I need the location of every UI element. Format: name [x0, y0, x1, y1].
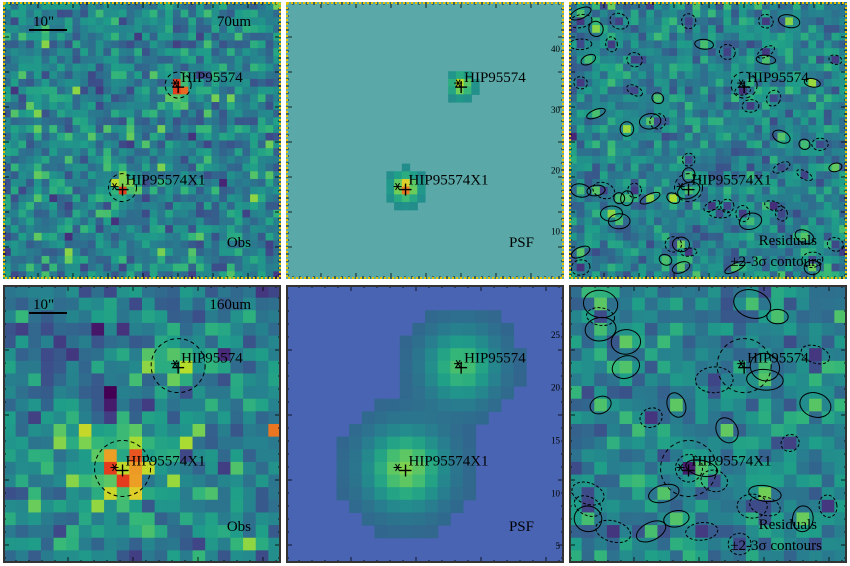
panel-frame	[286, 285, 564, 563]
source-marker	[454, 359, 468, 374]
source-marker	[171, 359, 185, 374]
y-tick-label: 10	[551, 488, 561, 498]
corner-label-contours: ±2-3σ contours	[730, 538, 822, 554]
source-label: HIP95574X1	[692, 173, 772, 189]
source-marker	[676, 463, 695, 477]
aperture-circle	[716, 338, 772, 394]
source-marker	[737, 79, 751, 94]
source-label: HIP95574X1	[126, 453, 206, 469]
source-label: HIP95574X1	[409, 453, 489, 469]
corner-label: Obs	[227, 519, 251, 535]
corner-label: PSF	[509, 519, 534, 535]
y-tick-label: 30	[551, 105, 561, 115]
aperture-circle	[674, 173, 704, 203]
residual-contours	[569, 6, 844, 276]
panel-frame	[3, 2, 281, 279]
pixel-grid	[3, 2, 281, 279]
source-label: HIP95574	[464, 351, 526, 367]
source-marker	[393, 182, 412, 196]
y-tick-label: 20	[551, 383, 561, 393]
corner-label: Obs	[227, 235, 251, 251]
source-marker	[454, 79, 468, 94]
panel-image: HIP95574 HIP95574X1 Obs 10" 70um	[3, 2, 281, 279]
y-tick-label: 40	[551, 44, 561, 54]
panel-frame	[286, 2, 564, 279]
panel-image: HIP95574 HIP95574X1 Obs 10" 160um	[3, 285, 281, 563]
scalebar-label: 10"	[33, 14, 54, 30]
aperture-circle	[108, 173, 138, 203]
y-tick-label: 5	[556, 541, 561, 551]
source-marker	[393, 463, 412, 477]
aperture-circle	[150, 338, 206, 394]
corner-label: Residuals	[759, 517, 817, 533]
source-marker	[737, 359, 751, 374]
source-label: HIP95574	[181, 70, 243, 86]
panel-frame	[3, 285, 281, 563]
scalebar-label: 10"	[33, 297, 54, 313]
source-label: HIP95574X1	[409, 173, 489, 189]
aperture-circle	[730, 71, 758, 99]
pixel-grid	[286, 2, 564, 279]
panel-frame	[569, 2, 847, 279]
source-label: HIP95574X1	[126, 173, 206, 189]
panel-residuals-160um: HIP95574 HIP95574X1 Residuals ±2-3σ contour…	[569, 285, 847, 563]
panel-residuals-70um: HIP95574 HIP95574X1 Residuals ±2-3σ contour…	[569, 2, 847, 279]
panel-obs-160um: HIP95574 HIP95574X1 Obs 10" 160um	[3, 285, 281, 563]
band-label: 70um	[217, 14, 252, 30]
y-tick-label: 10	[551, 227, 561, 237]
panel-psf-70um: HIP95574 HIP95574X1 PSF 40 30 20 10	[286, 2, 564, 279]
source-marker	[171, 79, 185, 94]
source-marker	[110, 463, 129, 477]
aperture-circle	[94, 439, 152, 497]
corner-label: Residuals	[759, 233, 817, 249]
panel-image: HIP95574 HIP95574X1 PSF 40 30 20 10	[286, 2, 564, 279]
source-marker	[676, 182, 695, 196]
source-label: HIP95574	[181, 351, 243, 367]
source-label: HIP95574	[747, 70, 809, 86]
source-label: HIP95574	[464, 70, 526, 86]
y-tick-label: 20	[551, 166, 561, 176]
corner-label-contours: ±2-3σ contours	[730, 254, 822, 270]
aperture-circle	[660, 439, 718, 497]
corner-label: PSF	[509, 235, 534, 251]
band-label: 160um	[209, 297, 251, 313]
panel-frame	[569, 285, 847, 563]
source-label: HIP95574X1	[692, 453, 772, 469]
pixel-grid	[286, 285, 564, 563]
pixel-grid	[3, 285, 281, 563]
panel-image: HIP95574 HIP95574X1 Residuals ±2-3σ contour…	[569, 2, 847, 279]
aperture-circle	[164, 71, 192, 99]
y-tick-label: 15	[551, 435, 561, 445]
source-label: HIP95574	[747, 351, 809, 367]
panel-image: HIP95574 HIP95574X1 Residuals ±2-3σ contour…	[569, 285, 847, 563]
panel-obs-70um: HIP95574 HIP95574X1 Obs 10" 70um	[3, 2, 281, 279]
source-marker	[110, 182, 129, 196]
panel-image: HIP95574 HIP95574X1 PSF 25 20 15 10 5	[286, 285, 564, 563]
y-tick-label: 25	[551, 330, 561, 340]
panel-psf-160um: HIP95574 HIP95574X1 PSF 25 20 15 10 5	[286, 285, 564, 563]
residual-contours	[571, 288, 838, 556]
